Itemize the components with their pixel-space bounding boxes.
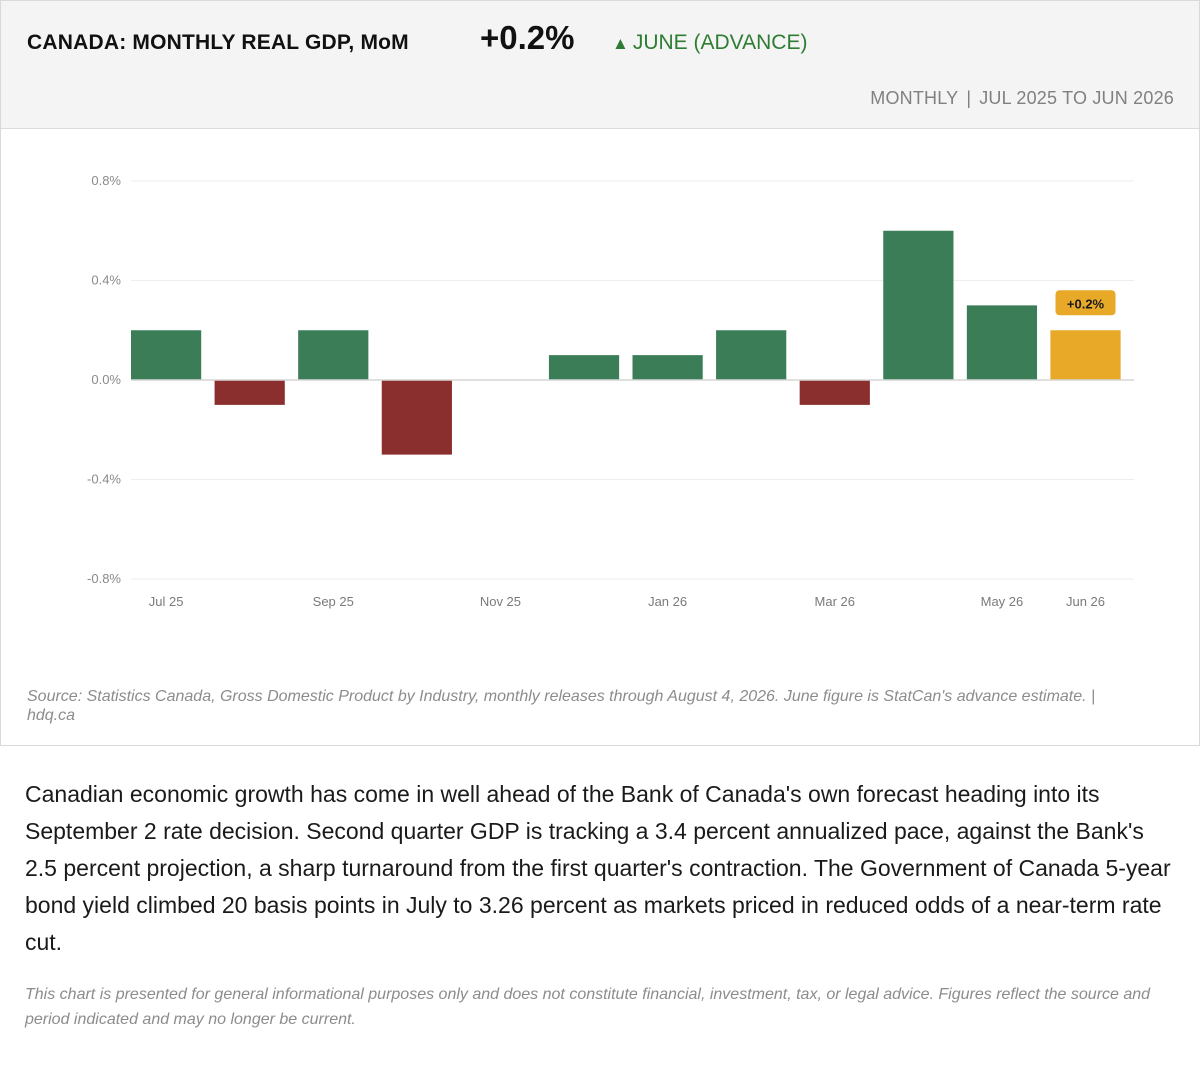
- frequency-label: MONTHLY: [870, 88, 959, 108]
- up-arrow-icon: ▲: [612, 34, 629, 53]
- x-tick-label: Nov 25: [480, 594, 521, 609]
- bar: [1050, 330, 1121, 380]
- bar: [131, 330, 202, 380]
- disclaimer-text: This chart is presented for general info…: [25, 986, 1151, 1028]
- article-paragraph: Canadian economic growth has come in wel…: [25, 781, 1171, 955]
- x-tick-label: Jun 26: [1066, 594, 1105, 609]
- status-text: JUNE (ADVANCE): [632, 31, 808, 54]
- y-tick-label: 0.8%: [91, 173, 121, 188]
- bar: [966, 305, 1038, 380]
- x-tick-label: Jan 26: [648, 594, 687, 609]
- headline-value: +0.2%: [480, 19, 575, 56]
- y-tick-label: -0.4%: [87, 472, 121, 487]
- period-label: JUL 2025 TO JUN 2026: [979, 88, 1174, 108]
- bar: [716, 330, 787, 380]
- bar: [883, 230, 954, 380]
- bar-chart: 0.8% 0.4% 0.0% -0.4% -0.8% Jul 25 Sep 25 Nov 25…: [87, 173, 1134, 609]
- bar: [799, 380, 870, 405]
- status-indicator: ▲ JUNE (ADVANCE): [612, 31, 807, 55]
- data-label-badge: [1055, 290, 1116, 316]
- x-tick-label: Mar 26: [815, 594, 855, 609]
- bar: [298, 330, 369, 380]
- range-separator: |: [966, 88, 972, 108]
- date-range: MONTHLY | JUL 2025 TO JUN 2026: [870, 88, 1174, 109]
- bar: [632, 355, 703, 380]
- data-label: +0.2%: [1067, 296, 1105, 311]
- chart-header: CANADA: MONTHLY REAL GDP, MoM +0.2% ▲ JUN…: [1, 1, 1199, 129]
- source-note: Source: Statistics Canada, Gross Domesti…: [27, 688, 1096, 724]
- bar: [214, 380, 285, 405]
- chart-title: CANADA: MONTHLY REAL GDP, MoM: [27, 31, 409, 54]
- x-tick-label: May 26: [981, 594, 1024, 609]
- bar: [548, 355, 620, 380]
- y-tick-label: -0.8%: [87, 571, 121, 586]
- x-tick-label: Sep 25: [313, 594, 354, 609]
- y-tick-label: 0.0%: [91, 372, 121, 387]
- x-tick-label: Jul 25: [149, 594, 184, 609]
- y-tick-label: 0.4%: [91, 273, 121, 288]
- bar: [381, 380, 452, 455]
- chart-card: CANADA: MONTHLY REAL GDP, MoM +0.2% ▲ JUN…: [0, 0, 1200, 746]
